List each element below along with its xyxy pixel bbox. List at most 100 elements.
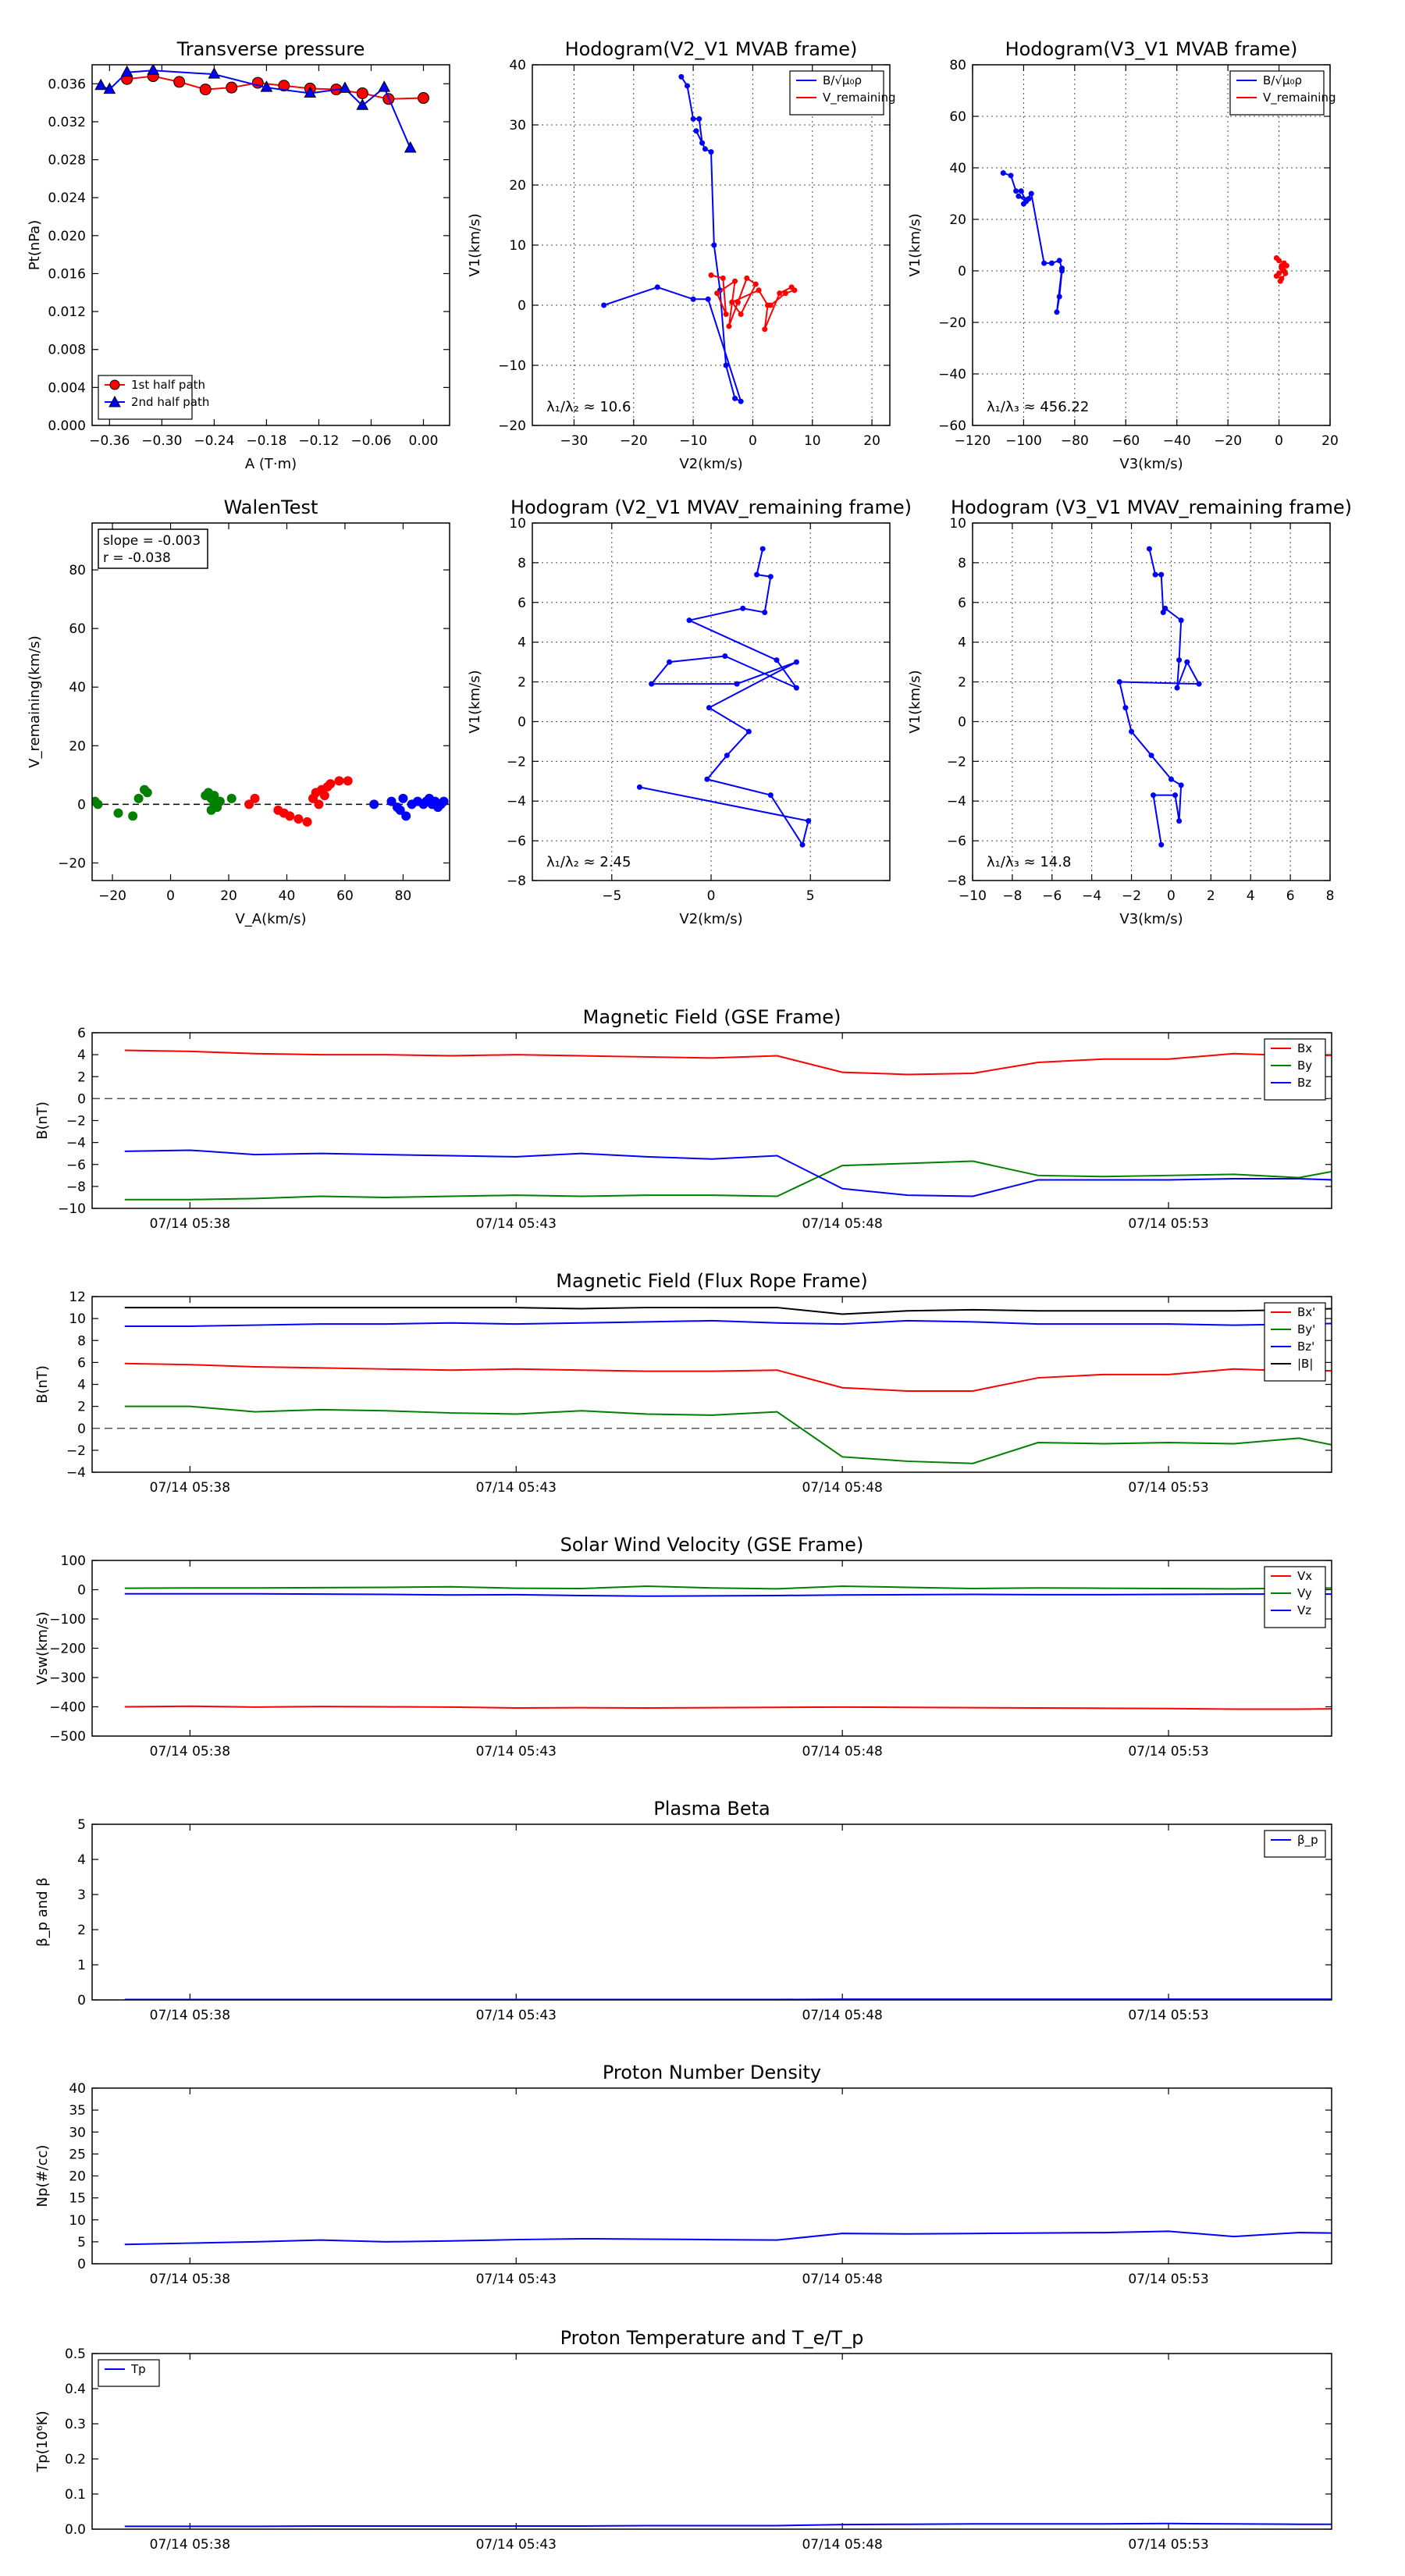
data-point — [711, 242, 717, 248]
data-point — [325, 779, 336, 789]
data-point — [744, 275, 750, 281]
y-axis-label: V1(km/s) — [907, 213, 923, 276]
chart-vsw: 07/14 05:38 07/14 05:43 07/14 05:48 07/14 0… — [34, 1534, 1332, 1759]
x-tick-label: 07/14 05:53 — [1128, 1216, 1208, 1232]
series-vy — [124, 1585, 1332, 1590]
x-tick-label: 07/14 05:43 — [476, 1744, 557, 1759]
y-tick-label: −8 — [947, 873, 966, 889]
x-tick-label: 8 — [1326, 888, 1335, 904]
y-tick-label: −4 — [947, 794, 966, 809]
data-point — [250, 793, 260, 803]
data-point — [708, 149, 714, 155]
legend-box — [789, 70, 884, 116]
legend-label: V_remaining — [1263, 91, 1336, 105]
y-axis-label: Vsw(km/s) — [34, 1612, 51, 1685]
series-vz — [124, 1592, 1332, 1597]
data-point — [334, 776, 344, 786]
x-tick-label: 07/14 05:38 — [150, 1744, 230, 1759]
y-tick-label: −20 — [498, 418, 526, 434]
x-tick-label: −10 — [679, 433, 707, 449]
y-tick-label: 12 — [69, 1290, 86, 1305]
x-tick-label: −100 — [1005, 433, 1042, 449]
data-point — [724, 753, 730, 759]
y-tick-label: 40 — [509, 58, 526, 73]
y-tick-label: −10 — [58, 1201, 86, 1217]
data-point — [1178, 617, 1184, 624]
axes-frame — [972, 64, 1331, 426]
y-tick-label: 6 — [77, 1355, 86, 1371]
legend: B/√μ₀ρ V_remaining — [789, 70, 896, 116]
data-point — [684, 83, 690, 89]
y-tick-label: 0.032 — [48, 115, 86, 130]
series-line — [124, 1585, 1332, 1590]
y-tick-label: 25 — [69, 2147, 86, 2162]
y-tick-label: 0 — [958, 714, 966, 730]
chart-title: Hodogram(V3_V1 MVAB frame) — [1005, 38, 1298, 60]
y-tick-label: −20 — [938, 315, 966, 331]
y-tick-label: 6 — [958, 596, 966, 611]
x-tick-label: −2 — [1122, 888, 1141, 904]
data-point — [103, 82, 116, 94]
y-axis-label: V1(km/s) — [907, 670, 923, 733]
chart-title: Hodogram(V2_V1 MVAB frame) — [565, 38, 858, 60]
data-point — [439, 796, 449, 806]
y-tick-label: −500 — [49, 1729, 86, 1745]
chart-title: Magnetic Field (Flux Rope Frame) — [556, 1270, 867, 1292]
y-tick-label: −20 — [58, 856, 86, 871]
data-point — [260, 80, 273, 92]
data-point — [314, 799, 324, 809]
y-tick-label: 5 — [77, 2235, 86, 2250]
series-2nd-half-path — [94, 65, 417, 153]
data-point — [745, 728, 752, 735]
data-point — [601, 302, 607, 308]
data-point — [319, 791, 329, 801]
legend-label: Vz — [1297, 1603, 1311, 1617]
data-point — [704, 776, 710, 782]
series-line — [124, 1149, 1332, 1197]
series-line — [124, 1049, 1332, 1076]
x-tick-label: −10 — [959, 888, 987, 904]
y-tick-label: 20 — [69, 2169, 86, 2185]
data-point — [762, 610, 768, 615]
legend-label: Bx' — [1297, 1305, 1315, 1319]
stats-text: slope = -0.003 — [103, 533, 201, 549]
y-tick-label: 6 — [77, 1026, 86, 1041]
chart-title: Plasma Beta — [653, 1798, 770, 1820]
y-tick-label: 20 — [69, 738, 86, 754]
series--b- — [124, 1307, 1332, 1315]
legend-label: Bx — [1297, 1041, 1312, 1055]
data-point — [244, 799, 254, 809]
data-point — [723, 362, 729, 368]
legend-marker — [108, 395, 121, 407]
x-tick-label: −0.12 — [298, 433, 339, 449]
y-tick-label: −2 — [66, 1443, 86, 1459]
plot-area — [92, 1307, 1332, 1464]
legend-label: Tp — [130, 2362, 146, 2376]
legend-label: V_remaining — [823, 91, 896, 105]
x-axis-label: V3(km/s) — [1119, 456, 1183, 472]
data-point — [708, 272, 714, 278]
y-axis-label: Tp(10⁶K) — [34, 2411, 51, 2472]
y-tick-label: 80 — [69, 563, 86, 578]
y-tick-label: 0.024 — [48, 190, 86, 206]
data-point — [754, 571, 760, 578]
plot-area — [124, 2230, 1332, 2246]
x-tick-label: 0.00 — [409, 433, 439, 449]
x-tick-label: −30 — [560, 433, 588, 449]
y-tick-label: 0 — [77, 1421, 86, 1437]
series-v-remaining — [1273, 255, 1289, 284]
data-point — [1020, 201, 1026, 207]
series-blue-0 — [1116, 546, 1202, 848]
y-tick-label: 4 — [518, 635, 526, 651]
data-point — [806, 818, 812, 824]
data-point — [142, 788, 152, 798]
x-tick-label: 5 — [806, 888, 815, 904]
data-point — [767, 574, 774, 580]
x-tick-label: 20 — [1321, 433, 1339, 449]
series-line — [124, 2230, 1332, 2246]
data-point — [740, 605, 746, 611]
x-tick-label: 07/14 05:43 — [476, 2537, 557, 2553]
x-tick-label: 07/14 05:43 — [476, 2272, 557, 2287]
x-tick-label: 0 — [1167, 888, 1176, 904]
